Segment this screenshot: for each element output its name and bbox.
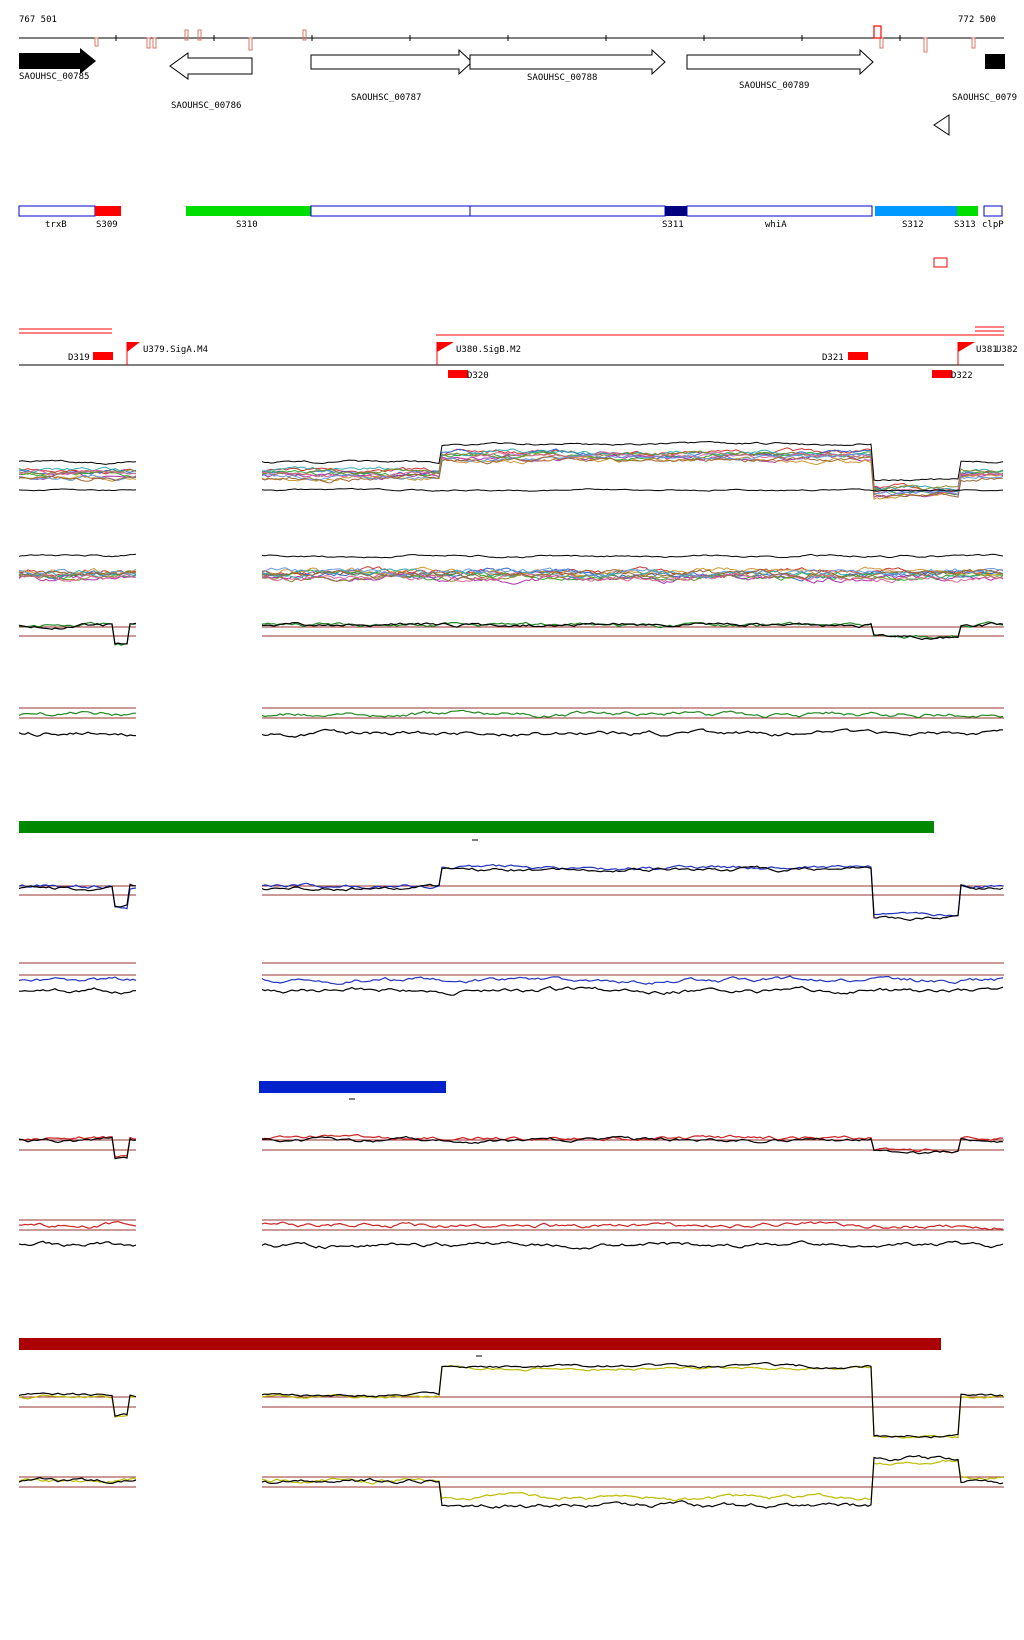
- expression-profiles: [18, 440, 1004, 1509]
- feature-label: D320: [467, 371, 489, 381]
- end-coordinate: 772 500: [958, 15, 996, 25]
- profile-trace: [18, 488, 137, 492]
- segment-label: S310: [236, 220, 258, 230]
- gene-arrow[interactable]: SAOUHSC_0079: [952, 54, 1017, 103]
- profile-trace: [261, 487, 1004, 492]
- profile-trace: [261, 440, 1004, 482]
- gene-label: SAOUHSC_0079: [952, 93, 1017, 103]
- profile-trace: [261, 863, 1004, 917]
- profile-trace: [18, 459, 137, 465]
- profile-trace: [18, 622, 137, 645]
- terminator-marker-icon: [933, 114, 950, 136]
- profile-trace: [18, 976, 137, 982]
- profile-trace: [261, 568, 1004, 580]
- profile-trace: [18, 553, 137, 558]
- profile-trace: [18, 621, 137, 646]
- profile-trace: [261, 553, 1004, 559]
- profile-trace: [18, 1394, 137, 1418]
- profile-trace: [18, 1477, 137, 1484]
- gene-arrow[interactable]: SAOUHSC_00789: [686, 48, 874, 91]
- segment-label: S309: [96, 220, 118, 230]
- feature-label: D321: [822, 353, 844, 363]
- feature-label: U379.SigA.M4: [143, 345, 208, 355]
- profile-trace: [18, 1136, 137, 1160]
- profile-trace: [261, 450, 1004, 491]
- profile-trace: [18, 469, 137, 476]
- profile-trace: [261, 447, 1004, 492]
- profile-trace: [261, 621, 1004, 641]
- profile-trace: [18, 1392, 137, 1417]
- segment-label: whiA: [765, 220, 787, 230]
- profile-trace: [18, 570, 137, 577]
- start-coordinate: 767 501: [19, 15, 57, 25]
- profile-trace: [261, 456, 1004, 501]
- profile-trace: [261, 1364, 1004, 1439]
- gene-arrow[interactable]: SAOUHSC_00787: [310, 48, 473, 103]
- gene-arrow[interactable]: SAOUHSC_00786: [169, 52, 253, 111]
- profile-trace: [261, 1221, 1004, 1231]
- profile-trace: [261, 1240, 1004, 1250]
- gene-track: SAOUHSC_00785 SAOUHSC_00786 SAOUHSC_0078…: [19, 48, 1017, 136]
- segment-label: S313: [954, 220, 976, 230]
- profile-trace: [261, 1361, 1004, 1439]
- condition-bar: [19, 1338, 941, 1350]
- profile-trace: [261, 571, 1004, 584]
- profile-trace: [261, 455, 1004, 498]
- profile-trace: [261, 865, 1004, 922]
- profile-trace: [18, 574, 137, 582]
- profile-trace: [18, 731, 137, 737]
- gene-label: SAOUHSC_00787: [351, 93, 421, 103]
- profile-trace: [18, 1240, 137, 1247]
- segment-label: S311: [662, 220, 684, 230]
- profile-trace: [261, 975, 1004, 985]
- profile-trace: [18, 1220, 137, 1229]
- feature-label: D322: [951, 371, 973, 381]
- profile-trace: [18, 568, 136, 577]
- profile-trace: [261, 728, 1004, 738]
- profile-trace: [18, 469, 137, 476]
- profile-trace: [18, 883, 137, 908]
- segment-label: trxB: [45, 220, 67, 230]
- segment-label: clpP: [982, 220, 1004, 230]
- flag-icon: [126, 342, 140, 365]
- gene-label: SAOUHSC_00786: [171, 101, 241, 111]
- profile-trace: [18, 1477, 137, 1484]
- gene-arrow[interactable]: SAOUHSC_00788: [469, 48, 666, 83]
- profile-trace: [261, 709, 1004, 719]
- condition-bar: [19, 821, 934, 833]
- coordinate-axis: 767 501 772 500: [19, 15, 1004, 53]
- flag-icon: [957, 342, 975, 365]
- feature-label: U381: [976, 345, 998, 355]
- flag-icon: [436, 342, 454, 365]
- profile-trace: [18, 475, 137, 482]
- profile-trace: [261, 453, 1004, 496]
- feature-label: U380.SigB.M2: [456, 345, 521, 355]
- gene-label: SAOUHSC_00788: [527, 73, 597, 83]
- profile-trace: [18, 710, 136, 717]
- profile-trace: [18, 569, 137, 579]
- profile-trace: [261, 1454, 1004, 1509]
- profile-trace: [261, 1135, 1004, 1155]
- profile-trace: [18, 884, 137, 910]
- profile-trace: [18, 1135, 137, 1158]
- condition-bar: [259, 1081, 446, 1093]
- segment-label: S312: [902, 220, 924, 230]
- profile-trace: [18, 987, 136, 995]
- feature-track: D319 U379.SigA.M4 U380.SigB.M2 D320 D321…: [19, 326, 1018, 381]
- profile-trace: [18, 573, 137, 582]
- profile-trace: [18, 470, 137, 479]
- profile-trace: [261, 985, 1004, 996]
- feature-marker: [933, 257, 948, 268]
- gene-arrow[interactable]: SAOUHSC_00785: [19, 48, 96, 82]
- feature-label: U382: [996, 345, 1018, 355]
- feature-label: D319: [68, 353, 90, 363]
- gene-label: SAOUHSC_00785: [19, 72, 89, 82]
- segment-track: trxB S309 S310 S311 whiA S312 S313 clpP: [18, 205, 1004, 268]
- gene-label: SAOUHSC_00789: [739, 81, 809, 91]
